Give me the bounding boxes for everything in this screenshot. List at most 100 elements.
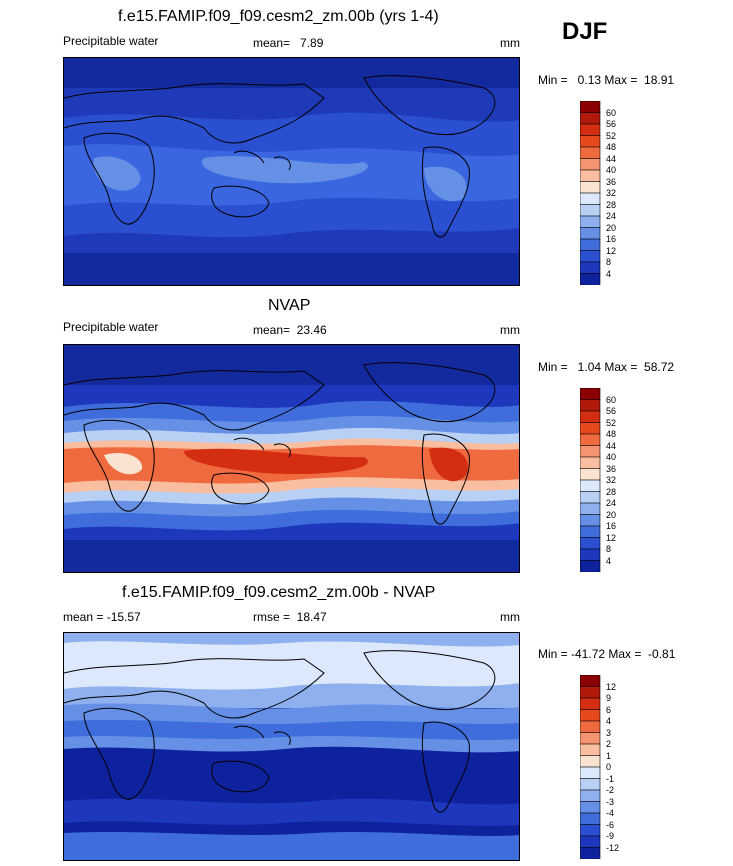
- colorbar-swatch: [580, 192, 601, 205]
- colorbar-swatch: [580, 456, 601, 469]
- panel2-coastlines: [64, 362, 496, 525]
- field-polar-south: [64, 832, 519, 860]
- colorbar-swatch: [580, 422, 601, 435]
- colorbar-swatch: [580, 215, 601, 228]
- panel3-minmax-label: Min = -41.72 Max = -0.81: [538, 647, 676, 661]
- colorbar-swatch: [580, 743, 601, 756]
- panel3-rmse-label: rmse = 18.47: [253, 610, 327, 624]
- colorbar-tick-label: 0: [606, 762, 612, 772]
- colorbar-tick-label: 24: [606, 498, 617, 508]
- colorbar-swatch: [580, 445, 601, 458]
- colorbar-swatch: [580, 169, 601, 182]
- colorbar-swatch: [580, 766, 601, 779]
- colorbar-swatch: [580, 824, 601, 837]
- colorbar-tick-label: 48: [606, 142, 617, 152]
- colorbar-swatch: [580, 468, 601, 481]
- colorbar-swatch: [580, 675, 601, 687]
- colorbar-swatch: [580, 789, 601, 802]
- colorbar-swatch: [580, 801, 601, 814]
- colorbar-swatch: [580, 410, 601, 423]
- colorbar-swatch: [580, 204, 601, 217]
- colorbar-tick-label: 40: [606, 165, 617, 175]
- panel1-mean-label: mean= 7.89: [253, 36, 324, 50]
- panel1-minmax-label: Min = 0.13 Max = 18.91: [538, 73, 675, 87]
- panel1-title: f.e15.FAMIP.f09_f09.cesm2_zm.00b (yrs 1-…: [118, 8, 439, 25]
- colorbar-swatch: [580, 399, 601, 412]
- panel3-units-label: mm: [500, 610, 520, 624]
- field-maximum-pacific: [184, 448, 368, 475]
- colorbar-swatch: [580, 847, 601, 859]
- colorbar-swatch: [580, 778, 601, 791]
- colorbar-swatch: [580, 135, 601, 148]
- field-polar-north: [64, 58, 519, 88]
- field-subtropic-band: [64, 720, 519, 740]
- colorbar-tick-label: 16: [606, 234, 617, 244]
- colorbar-tick-label: 12: [606, 681, 617, 692]
- field-moist-pacific: [202, 156, 368, 184]
- field-maximum-amazon: [429, 447, 468, 482]
- colorbar-swatch: [580, 709, 601, 722]
- colorbar-tick-label: 60: [606, 107, 617, 118]
- field-polar-south: [64, 540, 519, 572]
- colorbar-swatch: [580, 491, 601, 504]
- colorbar-tick-label: 20: [606, 222, 617, 233]
- colorbar-tick-label: 24: [606, 211, 617, 221]
- colorbar-swatch: [580, 479, 601, 492]
- field-dry-africa: [104, 452, 143, 475]
- panel3-map: [63, 632, 520, 861]
- colorbar-tick-label: 12: [606, 532, 617, 543]
- panel3-mean-label: mean = -15.57: [63, 610, 141, 624]
- colorbar-swatch: [580, 720, 601, 733]
- panel2-units-label: mm: [500, 323, 520, 337]
- colorbar-tick-label: 52: [606, 130, 617, 141]
- colorbar-tick-label: -4: [606, 808, 615, 818]
- colorbar-tick-label: 40: [606, 452, 617, 462]
- panel3-map-field: [64, 633, 519, 860]
- field-north-weakest: [64, 641, 519, 690]
- colorbar-tick-label: -2: [606, 785, 615, 795]
- colorbar-tick-label: 8: [606, 544, 612, 554]
- panel2-colorbar: [580, 388, 601, 572]
- colorbar-swatch: [580, 261, 601, 274]
- colorbar-tick-label: 36: [606, 463, 617, 474]
- panel3-colorbar-labels: 12 9 6 4 3 2 1 0 -1 -2 -3 -4 -6 -9 -12: [606, 675, 636, 859]
- panel2-colorbar-labels: 60 56 52 48 44 40 36 32 28 24 20 16 12 8 4: [606, 388, 636, 572]
- colorbar-tick-label: 2: [606, 739, 612, 749]
- panel3-colorbar: [580, 675, 601, 859]
- colorbar-swatch: [580, 525, 601, 538]
- panel1-variable-label: Precipitable water: [63, 34, 159, 48]
- colorbar-tick-label: 16: [606, 521, 617, 531]
- colorbar-swatch: [580, 560, 601, 572]
- colorbar-tick-label: 32: [606, 188, 617, 198]
- colorbar-swatch: [580, 181, 601, 194]
- colorbar-tick-label: 8: [606, 257, 612, 267]
- colorbar-swatch: [580, 101, 601, 113]
- panel1-map-field: [64, 58, 519, 285]
- panel2-variable-label: Precipitable water: [63, 320, 159, 334]
- panel1-colorbar-labels: 60 56 52 48 44 40 36 32 28 24 20 16 12 8 4: [606, 101, 636, 285]
- colorbar-swatch: [580, 548, 601, 561]
- colorbar-swatch: [580, 812, 601, 825]
- colorbar-swatch: [580, 112, 601, 125]
- colorbar-swatch: [580, 227, 601, 240]
- colorbar-tick-label: 28: [606, 199, 617, 210]
- colorbar-swatch: [580, 388, 601, 400]
- field-moist-amazon: [424, 166, 467, 202]
- colorbar-tick-label: 3: [606, 727, 612, 738]
- panel3-coastlines: [64, 650, 496, 813]
- colorbar-swatch: [580, 835, 601, 848]
- panel1-units-label: mm: [500, 36, 520, 50]
- colorbar-swatch: [580, 697, 601, 710]
- panel1-map: [63, 57, 520, 286]
- colorbar-tick-label: 12: [606, 245, 617, 256]
- colorbar-swatch: [580, 146, 601, 159]
- panel2-minmax-label: Min = 1.04 Max = 58.72: [538, 360, 675, 374]
- panel2-mean-label: mean= 23.46: [253, 323, 327, 337]
- panel2-map-field: [64, 345, 519, 572]
- colorbar-tick-label: 44: [606, 440, 617, 451]
- field-moist-africa: [93, 156, 141, 191]
- colorbar-swatch: [580, 755, 601, 768]
- field-polar-south: [64, 253, 519, 285]
- colorbar-tick-label: 6: [606, 704, 612, 715]
- colorbar-tick-label: 48: [606, 429, 617, 439]
